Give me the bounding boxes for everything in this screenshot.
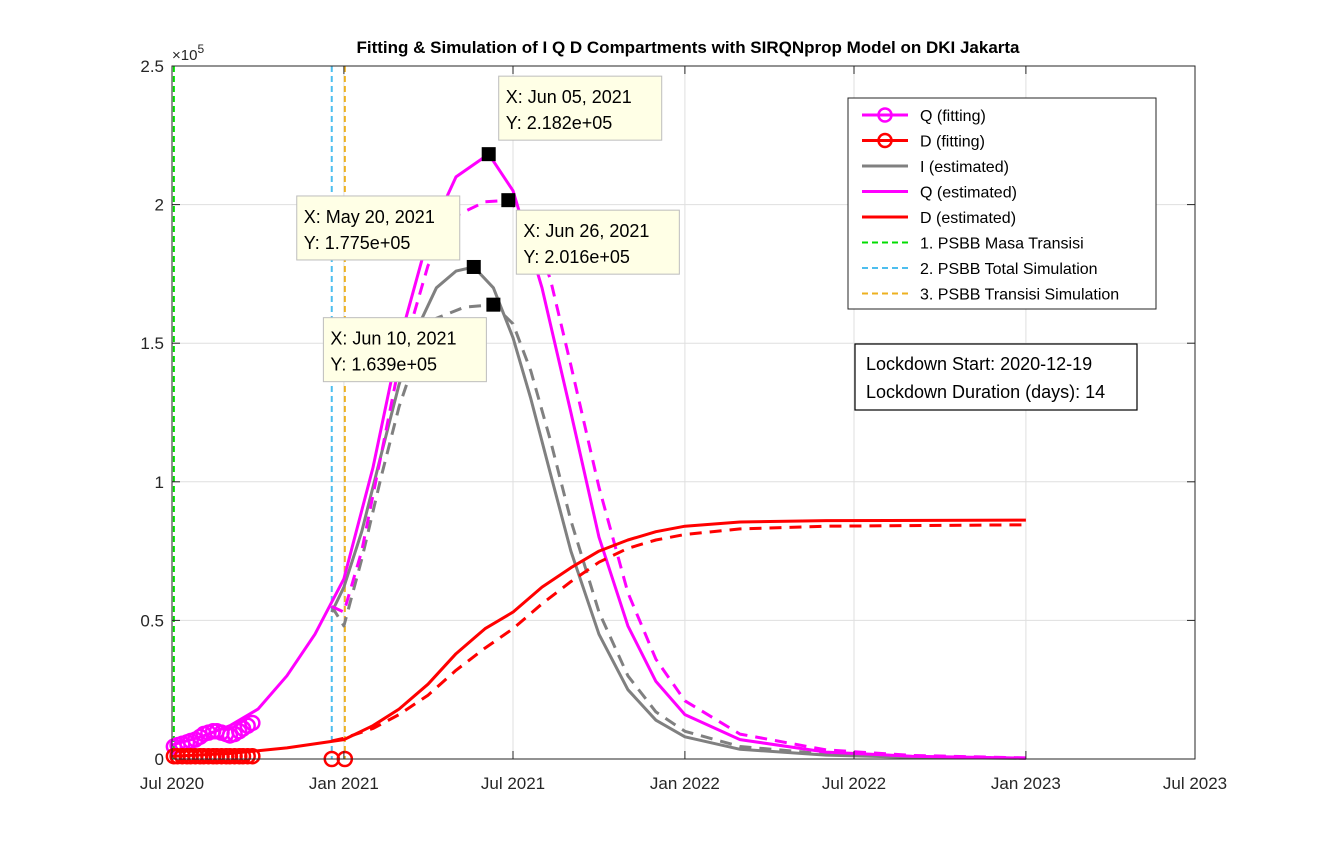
datatip-marker — [466, 259, 481, 274]
series-line-D_solid — [171, 518, 1026, 758]
datatip-box — [296, 195, 461, 261]
x-tick-label: Jul 2022 — [822, 774, 886, 793]
y-tick-label: 0.5 — [140, 611, 164, 630]
datatips: X: Jun 05, 2021 Y: 2.182e+05 X: May 20, 20… — [296, 75, 680, 383]
legend-label: D (fitting) — [920, 134, 985, 151]
fitting-point-D_fit — [234, 747, 252, 765]
datatip-marker — [486, 297, 501, 312]
annotation-box — [854, 343, 1138, 411]
datatip-y-label: Y: 1.775e+05 — [304, 233, 411, 253]
annotation-line: Lockdown Start: 2020-12-19 — [866, 354, 1092, 374]
y-tick-label: 0 — [155, 750, 164, 769]
datatip-x-label: X: May 20, 2021 — [304, 207, 435, 227]
fitting-point-D_fit — [239, 747, 256, 765]
fitting-point-Q_fit — [244, 714, 261, 732]
datatip-box — [498, 75, 663, 141]
legend-label: D (estimated) — [920, 210, 1016, 227]
y-tick-label: 1.5 — [140, 334, 164, 353]
exponent-label: ×105 — [172, 42, 204, 64]
plot-border — [171, 65, 1196, 760]
legend-label: I (estimated) — [920, 159, 1009, 176]
datatip-y-label: Y: 2.016e+05 — [523, 247, 630, 267]
x-tick-label: Jan 2023 — [991, 774, 1061, 793]
x-tick-label: Jan 2022 — [650, 774, 720, 793]
legend-label: Q (fitting) — [920, 108, 986, 125]
legend-swatch-marker — [877, 107, 893, 123]
lockdown-annotation: Lockdown Start: 2020-12-19 Lockdown Durat… — [854, 343, 1138, 411]
datatip-box — [322, 317, 487, 383]
legend-box — [847, 97, 1157, 310]
fitting-points — [165, 714, 354, 768]
fitting-point-Q_fit — [231, 723, 248, 740]
fitting-point-D_fit — [244, 747, 261, 765]
datatip-x-label: X: Jun 05, 2021 — [506, 87, 632, 107]
vertical-reference-lines — [172, 66, 346, 759]
datatip-markers — [466, 147, 516, 312]
annotation-line: Lockdown Duration (days): 14 — [866, 382, 1105, 402]
x-tick-label: Jan 2021 — [309, 774, 379, 793]
legend-label: 2. PSBB Total Simulation — [920, 261, 1098, 278]
x-tick-label: Jul 2020 — [140, 774, 204, 793]
x-tick-label: Jul 2023 — [1163, 774, 1227, 793]
legend-label: 1. PSBB Masa Transisi — [920, 236, 1084, 253]
datatip-x-label: X: Jun 26, 2021 — [523, 221, 649, 241]
datatip-box — [515, 209, 680, 275]
legend-label: Q (estimated) — [920, 185, 1017, 202]
chart-title: Fitting & Simulation of I Q D Compartmen… — [356, 38, 1020, 57]
y-axis: 0 0.5 1 1.5 2 2.5 — [140, 57, 1195, 769]
series-line-I_dashed — [330, 303, 1026, 760]
datatip-y-label: Y: 1.639e+05 — [330, 355, 437, 375]
datatip-y-label: Y: 2.182e+05 — [506, 113, 613, 133]
x-axis: Jul 2020 Jan 2021 Jul 2021 Jan 2022 Jul 2022… — [140, 66, 1227, 793]
exponent-power: 5 — [197, 42, 204, 56]
y-tick-label: 2 — [155, 196, 164, 215]
y-tick-label: 2.5 — [140, 57, 164, 76]
datatip-marker — [481, 147, 496, 162]
legend: Q (fitting) D (fitting) I (estimated) Q (es… — [847, 97, 1157, 310]
x-tick-label: Jul 2021 — [481, 774, 545, 793]
legend-label: 3. PSBB Transisi Simulation — [920, 287, 1119, 304]
exponent-base: ×10 — [172, 47, 197, 64]
legend-swatch-marker — [877, 132, 893, 149]
datatip-marker — [501, 193, 516, 208]
y-tick-label: 1 — [155, 473, 164, 492]
series-line-D_dashed — [331, 523, 1026, 743]
datatip-x-label: X: Jun 10, 2021 — [330, 329, 456, 349]
series-line-I_solid — [330, 265, 1026, 760]
